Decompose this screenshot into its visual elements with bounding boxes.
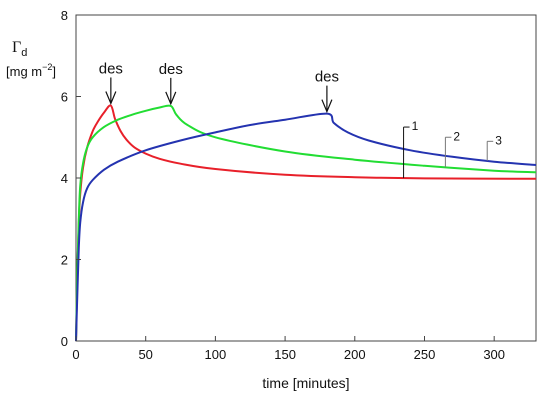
x-tick-label: 150 — [274, 347, 296, 362]
y-axis-unit-prefix: [mg m — [6, 64, 42, 79]
y-tick-label: 2 — [61, 253, 68, 268]
curve-labels: 1 2 3 — [403, 119, 502, 179]
y-axis-title: Γd [mg m−2] — [6, 39, 56, 79]
series-line-3 — [75, 112, 537, 342]
y-axis-symbol: Γ — [12, 39, 21, 56]
series-line-2 — [75, 104, 537, 342]
x-tick-label: 100 — [205, 347, 227, 362]
curve-label-3: 3 — [495, 133, 502, 147]
y-axis-unit-suffix: ] — [52, 64, 56, 79]
y-tick-label: 0 — [61, 334, 68, 349]
y-axis-unit-exponent: −2 — [42, 62, 52, 72]
svg-text:[mg m−2]: [mg m−2] — [6, 62, 56, 79]
des-arrow-head — [165, 91, 177, 106]
series-line-1 — [75, 104, 537, 342]
des-label: des — [159, 61, 183, 78]
y-axis-subscript: d — [21, 47, 27, 59]
y-tick-label: 6 — [61, 90, 68, 105]
svg-text:Γd: Γd — [12, 39, 27, 59]
x-tick-label: 50 — [138, 347, 152, 362]
x-tick-label: 200 — [344, 347, 366, 362]
x-tick-label: 300 — [483, 347, 505, 362]
curve-label-2: 2 — [453, 129, 460, 143]
des-arrow-head — [321, 99, 333, 114]
axis-ticks: 0 50 100 150 200 250 300 0 2 4 6 8 — [61, 8, 505, 362]
x-tick-label: 0 — [72, 347, 79, 362]
des-label: des — [315, 69, 339, 86]
des-label: des — [99, 60, 123, 77]
x-axis-title: time [minutes] — [262, 375, 349, 391]
x-tick-label: 250 — [414, 347, 436, 362]
y-tick-label: 8 — [61, 8, 68, 23]
des-arrow-head — [105, 91, 117, 106]
annotations: des des des — [99, 60, 339, 114]
y-tick-label: 4 — [61, 171, 68, 186]
curve-label-1: 1 — [412, 119, 419, 133]
series-curves — [75, 104, 537, 342]
